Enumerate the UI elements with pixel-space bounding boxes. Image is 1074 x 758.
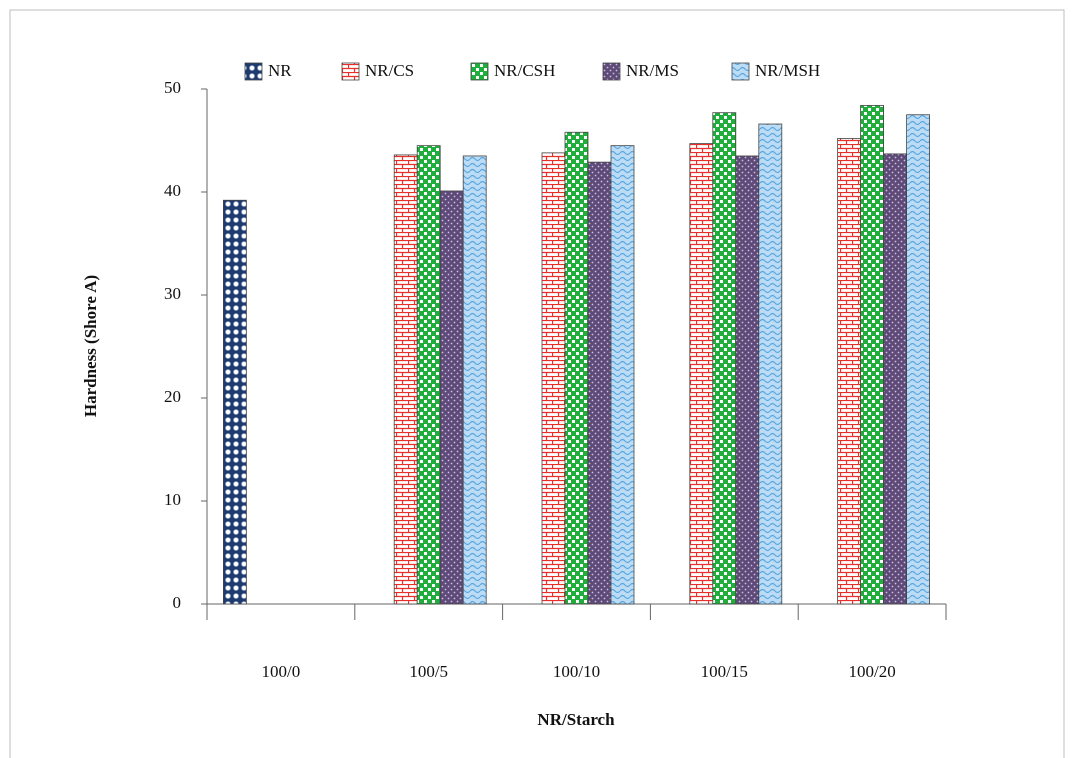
y-tick-label: 30 (164, 284, 181, 303)
bar (588, 162, 611, 604)
bar (611, 146, 634, 604)
bar (838, 138, 861, 604)
chart: NR/Starch Hardness (Shore A) 0 10 20 30 40 50… (0, 0, 1074, 758)
bar (690, 144, 713, 604)
y-tick-label: 40 (164, 181, 181, 200)
legend-swatch (603, 63, 620, 80)
bar (759, 124, 782, 604)
y-tick-label: 20 (164, 387, 181, 406)
bar (463, 156, 486, 604)
y-tick-label: 50 (164, 78, 181, 97)
bar (223, 200, 246, 604)
x-tick-label: 100/20 (848, 662, 895, 681)
y-axis-title: Hardness (Shore A) (81, 275, 100, 417)
legend-label: NR/CS (365, 61, 414, 80)
x-tick-label: 100/10 (553, 662, 600, 681)
legend-label: NR/CSH (494, 61, 555, 80)
bar (736, 156, 759, 604)
legend-label: NR/MS (626, 61, 679, 80)
legend-swatch (342, 63, 359, 80)
bar (394, 155, 417, 604)
bar (907, 115, 930, 604)
x-tick-label: 100/15 (701, 662, 748, 681)
bar (542, 153, 565, 604)
bar (565, 132, 588, 604)
bar (713, 113, 736, 604)
y-tick-label: 10 (164, 490, 181, 509)
legend-label: NR (268, 61, 292, 80)
x-tick-label: 100/5 (409, 662, 448, 681)
legend-swatch (471, 63, 488, 80)
bar (417, 146, 440, 604)
x-axis-title: NR/Starch (537, 710, 615, 729)
x-tick-label: 100/0 (262, 662, 301, 681)
bar (861, 105, 884, 604)
legend-swatch (245, 63, 262, 80)
bar (440, 191, 463, 604)
bar (884, 154, 907, 604)
y-tick-label: 0 (173, 593, 182, 612)
legend-swatch (732, 63, 749, 80)
legend-label: NR/MSH (755, 61, 820, 80)
